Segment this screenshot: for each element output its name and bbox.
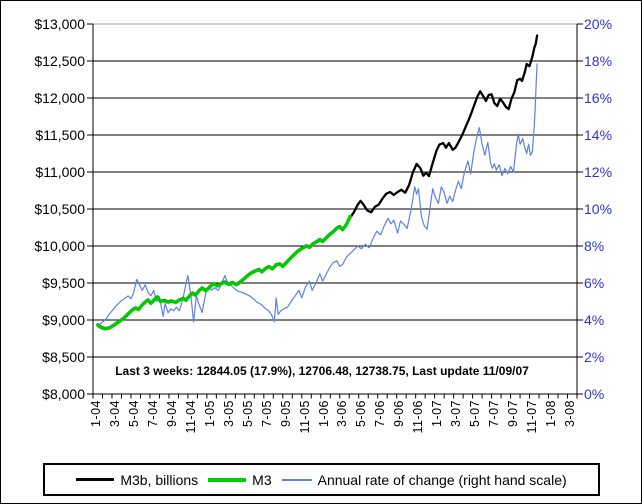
x-tick-label: 3-04 bbox=[107, 400, 122, 428]
x-tick-label: 7-05 bbox=[259, 400, 274, 428]
x-tick-label: 11-05 bbox=[297, 400, 312, 434]
y-right-tick-label: 2% bbox=[584, 349, 605, 365]
y-right-tick-label: 6% bbox=[584, 275, 605, 291]
y-right-tick-label: 20% bbox=[584, 16, 613, 32]
x-tick-label: 5-07 bbox=[468, 400, 483, 428]
y-right-tick-label: 16% bbox=[584, 90, 613, 106]
y-left-tick-label: $13,000 bbox=[34, 16, 85, 32]
x-tick-label: 3-07 bbox=[449, 400, 464, 428]
x-tick-label: 11-06 bbox=[411, 400, 426, 434]
y-right-tick-label: 12% bbox=[584, 164, 613, 180]
y-right-tick-label: 14% bbox=[584, 127, 613, 143]
y-left-tick-label: $11,000 bbox=[35, 164, 85, 180]
legend-line-sample bbox=[76, 478, 115, 481]
legend-label: M3 bbox=[252, 471, 272, 488]
x-tick-label: 1-05 bbox=[202, 400, 217, 428]
legend-line-sample bbox=[208, 477, 247, 482]
y-left-tick-label: $8,500 bbox=[42, 349, 85, 365]
x-tick-label: 1-07 bbox=[430, 400, 445, 428]
x-tick-label: 9-07 bbox=[506, 400, 521, 428]
x-tick-label: 9-06 bbox=[392, 400, 407, 428]
series-line-annual-rate-of-change-right-hand-scale- bbox=[97, 63, 538, 327]
y-right-tick-label: 10% bbox=[584, 201, 613, 217]
x-tick-label: 7-06 bbox=[373, 400, 388, 428]
x-tick-label: 3-06 bbox=[335, 400, 350, 428]
x-tick-label: 3-05 bbox=[221, 400, 236, 428]
y-right-tick-label: 8% bbox=[584, 238, 605, 254]
y-right-tick-label: 0% bbox=[584, 386, 605, 402]
x-tick-label: 5-05 bbox=[240, 400, 255, 428]
series-line-m3b bbox=[96, 34, 539, 330]
y-left-tick-label: $10,000 bbox=[34, 238, 85, 254]
x-tick-label: 9-04 bbox=[164, 400, 179, 428]
legend-label: Annual rate of change (right hand scale) bbox=[317, 471, 567, 488]
y-left-tick-label: $8,000 bbox=[42, 386, 85, 402]
legend-line-sample bbox=[281, 478, 312, 481]
legend-item: Annual rate of change (right hand scale) bbox=[281, 471, 567, 488]
legend-item: M3 bbox=[208, 471, 272, 488]
x-tick-label: 11-07 bbox=[525, 400, 540, 434]
y-left-tick-label: $10,500 bbox=[34, 201, 85, 217]
x-tick-label: 9-05 bbox=[278, 400, 293, 428]
legend-label: M3b, billions bbox=[120, 471, 199, 488]
x-tick-label: 1-04 bbox=[88, 400, 103, 428]
legend-item: M3b, billions bbox=[76, 472, 198, 488]
x-tick-label: 5-06 bbox=[354, 400, 369, 428]
y-left-tick-label: $12,500 bbox=[34, 53, 85, 69]
y-left-tick-label: $9,500 bbox=[42, 275, 85, 291]
y-left-tick-label: $12,000 bbox=[34, 90, 85, 106]
x-tick-label: 3-08 bbox=[563, 400, 578, 428]
x-tick-label: 11-04 bbox=[183, 400, 198, 434]
x-tick-label: 1-06 bbox=[316, 400, 331, 428]
y-right-tick-label: 18% bbox=[584, 53, 613, 69]
x-tick-label: 7-07 bbox=[487, 400, 502, 428]
chart-annotation: Last 3 weeks: 12844.05 (17.9%), 12706.48… bbox=[115, 364, 529, 378]
series-line-m3 bbox=[95, 214, 352, 331]
legend: M3b, billions M3 Annual rate of change (ri… bbox=[43, 463, 600, 496]
x-tick-label: 7-04 bbox=[145, 400, 160, 428]
y-left-tick-label: $11,500 bbox=[35, 127, 85, 143]
y-left-tick-label: $9,000 bbox=[42, 312, 85, 328]
x-tick-label: 1-08 bbox=[544, 400, 559, 428]
y-right-tick-label: 4% bbox=[584, 312, 605, 328]
x-tick-label: 5-04 bbox=[126, 400, 141, 428]
